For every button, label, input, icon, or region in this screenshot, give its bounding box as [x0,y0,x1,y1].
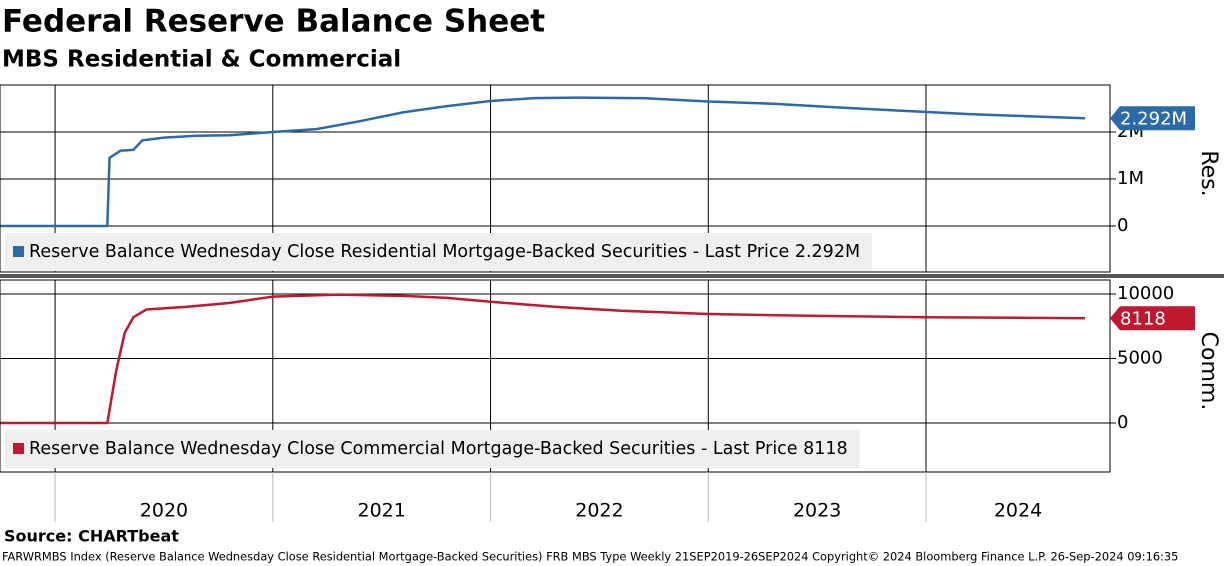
x-tick-label: 2020 [140,500,188,522]
legend-box [5,233,873,271]
legend-label: Reserve Balance Wednesday Close Commerci… [29,439,848,459]
x-tick-label: 2024 [994,500,1042,522]
legend-label: Reserve Balance Wednesday Close Resident… [29,242,860,262]
chart-subtitle: MBS Residential & Commercial [2,47,401,73]
chart-title: Federal Reserve Balance Sheet [2,4,545,40]
x-tick-label: 2022 [575,500,623,522]
plot-frame [0,279,1111,473]
last-value-label: 8118 [1120,308,1166,329]
y-tick-label: 10000 [1117,283,1174,304]
y-axis-label: Comm. [1196,332,1221,411]
legend-swatch [13,246,24,257]
y-tick-label: 0 [1117,215,1128,236]
legend-swatch [13,443,24,454]
series-line [0,293,1085,425]
y-tick-label: 1M [1117,168,1144,189]
source: Source: CHARTbeat [4,527,179,546]
legend-box [5,430,860,468]
panel-divider [0,274,1224,278]
series-line [0,96,1086,228]
last-value-label: 2.292M [1120,108,1187,129]
x-tick-label: 2023 [793,500,841,522]
y-tick-label: 5000 [1117,347,1163,368]
last-value-badge [1110,306,1195,331]
last-value-badge [1110,106,1195,131]
y-tick-label: 0 [1117,412,1128,433]
y-axis-label: Res. [1196,150,1221,196]
x-tick-label: 2021 [358,500,406,522]
footnote: FARWRMBS Index (Reserve Balance Wednesda… [2,550,1178,564]
